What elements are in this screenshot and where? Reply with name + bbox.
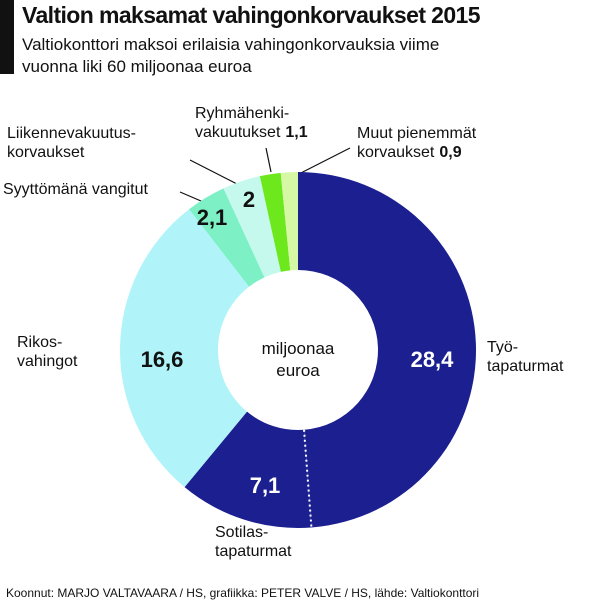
- category-label: Muut pienemmät korvaukset 0,9: [357, 124, 476, 162]
- donut-slice: [223, 176, 281, 278]
- center-label: miljoonaa euroa: [261, 339, 335, 380]
- leader-line: [265, 147, 272, 173]
- category-name: Rikos- vahingot: [17, 334, 78, 370]
- category-label: Rikos- vahingot: [17, 333, 78, 371]
- separator: [303, 429, 313, 528]
- category-name: Ryhmähenki- vakuutukset: [195, 105, 290, 141]
- category-name: Muut pienemmät korvaukset: [357, 125, 477, 161]
- chart-subtitle: Valtiokonttori maksoi erilaisia vahingon…: [22, 35, 440, 76]
- value-label: 1,1: [285, 124, 308, 141]
- value-label: 7,1: [249, 473, 281, 498]
- category-label: Ryhmähenki- vakuutukset 1,1: [195, 104, 308, 142]
- category-name: Syyttömänä vangitut: [3, 181, 148, 198]
- donut-slice: [119, 209, 250, 488]
- category-name: Työ- tapaturmat: [487, 339, 564, 375]
- leader-line: [189, 159, 238, 185]
- category-name: Sotilas- tapaturmat: [215, 524, 292, 560]
- value-label: 2: [242, 187, 256, 212]
- chart-title: Valtion maksamat vahingonkorvaukset 2015: [22, 2, 481, 28]
- category-label: Liikennevakuutus- korvaukset: [7, 124, 136, 162]
- category-label: Syyttömänä vangitut: [3, 180, 148, 199]
- donut-slice: [189, 188, 265, 287]
- category-label: Sotilas- tapaturmat: [215, 523, 291, 561]
- donut-slice: [259, 172, 291, 272]
- donut-slice: [280, 172, 298, 271]
- donut-slice: [184, 411, 312, 528]
- title-bar: [0, 0, 14, 74]
- value-label: 28,4: [410, 347, 454, 372]
- value-label: 0,9: [439, 144, 462, 161]
- donut-slice: [298, 172, 476, 528]
- category-name: Liikennevakuutus- korvaukset: [7, 125, 136, 161]
- value-label: 16,6: [140, 347, 184, 372]
- value-label: 2,1: [196, 205, 228, 230]
- source: Koonnut: MARJO VALTAVAARA / HS, grafiikk…: [6, 586, 480, 600]
- category-label: Työ- tapaturmat: [487, 338, 563, 376]
